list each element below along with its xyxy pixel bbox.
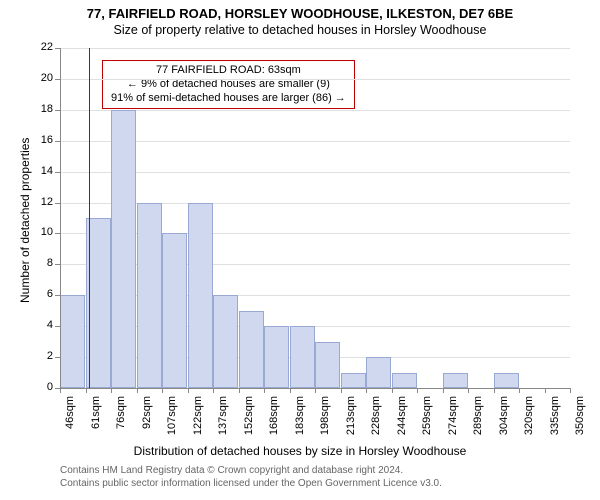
bar [366, 357, 391, 388]
chart-title: 77, FAIRFIELD ROAD, HORSLEY WOODHOUSE, I… [0, 0, 600, 21]
footer-text: Contains HM Land Registry data © Crown c… [60, 464, 442, 490]
grid-line [60, 172, 570, 173]
bar [137, 203, 162, 388]
y-tick-label: 12 [28, 196, 53, 208]
bar [188, 203, 213, 388]
footer-line1: Contains HM Land Registry data © Crown c… [60, 464, 442, 477]
bar [111, 110, 136, 388]
bar [341, 373, 366, 388]
bar [264, 326, 289, 388]
bar [315, 342, 340, 388]
bar [239, 311, 264, 388]
chart-subtitle: Size of property relative to detached ho… [0, 21, 600, 37]
reference-line [89, 48, 91, 388]
x-axis-caption: Distribution of detached houses by size … [0, 444, 600, 458]
chart-container: { "title": "77, FAIRFIELD ROAD, HORSLEY … [0, 0, 600, 500]
y-tick-label: 8 [28, 257, 53, 269]
footer-line2: Contains public sector information licen… [60, 477, 442, 490]
grid-line [60, 110, 570, 111]
y-tick-label: 14 [28, 165, 53, 177]
y-axis-line [60, 48, 61, 388]
y-tick-label: 22 [28, 41, 53, 53]
x-axis-line [60, 388, 570, 389]
y-tick-label: 4 [28, 319, 53, 331]
bar [290, 326, 315, 388]
bar [392, 373, 417, 388]
bar [60, 295, 85, 388]
bar [443, 373, 468, 388]
y-axis-label: Number of detached properties [18, 138, 32, 303]
bar [213, 295, 238, 388]
plot-area: 024681012141618202246sqm61sqm76sqm92sqm1… [60, 48, 570, 388]
y-tick-label: 10 [28, 226, 53, 238]
y-tick-label: 6 [28, 288, 53, 300]
y-tick-label: 2 [28, 350, 53, 362]
x-tick-mark [570, 388, 571, 393]
y-tick-label: 18 [28, 103, 53, 115]
bar [494, 373, 519, 388]
grid-line [60, 141, 570, 142]
grid-line [60, 48, 570, 49]
y-tick-label: 20 [28, 72, 53, 84]
grid-line [60, 79, 570, 80]
y-tick-label: 0 [28, 381, 53, 393]
y-tick-label: 16 [28, 134, 53, 146]
bar [162, 233, 187, 388]
